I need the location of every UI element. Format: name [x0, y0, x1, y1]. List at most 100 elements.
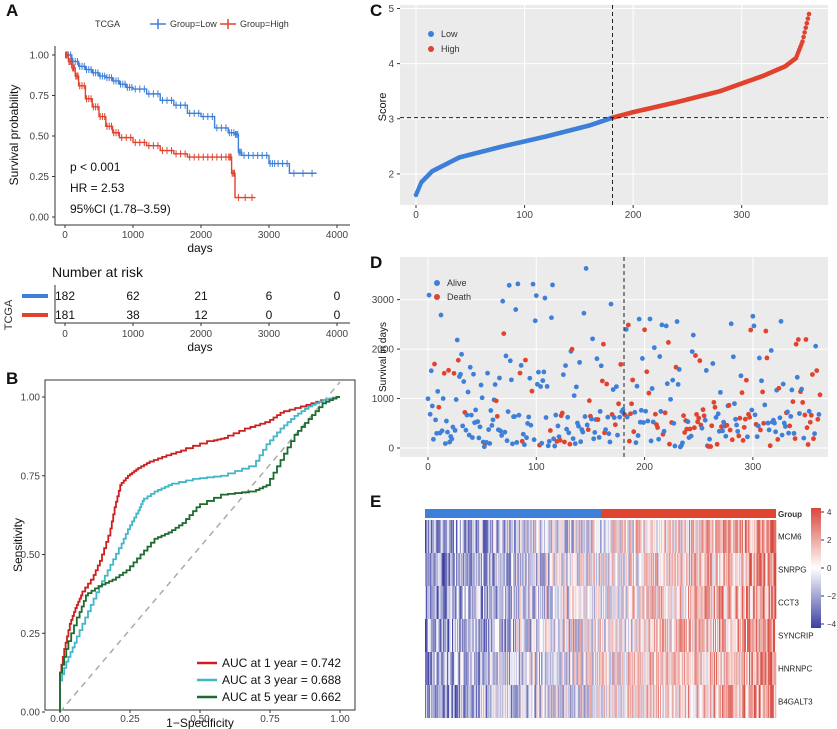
survival-point-alive [755, 423, 761, 429]
heatmap-cell [594, 520, 596, 553]
survival-point-alive [789, 387, 795, 393]
heatmap-cell [694, 652, 697, 685]
score-y-tick-label: 3 [388, 114, 394, 125]
heatmap-cell [478, 619, 480, 652]
heatmap-cell [536, 619, 538, 652]
survival-point-alive [643, 408, 649, 414]
heatmap-cell [550, 619, 552, 652]
heatmap-cell [529, 553, 531, 586]
heatmap-cell [484, 619, 487, 652]
heatmap-cell [629, 553, 631, 586]
roc-curve-1 [59, 396, 340, 712]
heatmap-cell [492, 685, 494, 718]
survival-point-alive [564, 426, 570, 432]
heatmap-cell [584, 520, 586, 553]
survival-point-alive [715, 411, 721, 417]
heatmap-cell [669, 685, 671, 718]
heatmap-cell [677, 685, 679, 718]
heatmap-cell [427, 619, 430, 652]
survival-point-death [695, 419, 701, 425]
heatmap-cell [687, 652, 689, 685]
heatmap-cell [685, 553, 687, 586]
heatmap-cell [475, 553, 477, 586]
survival-point-death [585, 427, 591, 433]
heatmap-cell [646, 619, 648, 652]
survival-y-tick-label: 2000 [372, 345, 395, 356]
heatmap-cell [442, 652, 444, 685]
heatmap-cell [508, 553, 510, 586]
heatmap-cell [660, 586, 663, 619]
heatmap-cell [673, 553, 675, 586]
heatmap-cell [734, 685, 736, 718]
heatmap-cell [748, 685, 751, 718]
survival-point-alive [461, 379, 467, 384]
heatmap-cell [562, 652, 564, 685]
heatmap-cell [511, 586, 513, 619]
heatmap-cell [540, 553, 542, 586]
heatmap-cell [695, 685, 698, 718]
survival-point-death [567, 441, 573, 447]
survival-point-alive [475, 419, 481, 424]
heatmap-cell [669, 520, 671, 553]
heatmap-cell [768, 520, 770, 553]
heatmap-cell [457, 553, 460, 586]
heatmap-cell [456, 619, 459, 652]
heatmap-cell [601, 685, 604, 718]
heatmap-cell [430, 586, 433, 619]
heatmap-cell [606, 619, 609, 652]
risk-x-tick-label: 2000 [190, 329, 213, 340]
survival-point-alive [656, 436, 662, 442]
heatmap-cell [441, 520, 443, 553]
roc-legend-5: AUC at 5 year = 0.662 [222, 690, 341, 704]
heatmap-cell [517, 652, 520, 685]
heatmap-cell [696, 685, 698, 718]
heatmap-cell [728, 685, 730, 718]
heatmap-cell [663, 553, 666, 586]
heatmap-cell [548, 520, 551, 553]
heatmap-cell [466, 619, 468, 652]
survival-point-alive [565, 414, 571, 420]
heatmap-cell [564, 619, 566, 652]
heatmap-cell [503, 520, 505, 553]
heatmap-cell [633, 652, 636, 685]
heatmap-cell [707, 619, 709, 652]
heatmap-cell [530, 619, 532, 652]
survival-point-alive [779, 432, 785, 438]
heatmap-cell [711, 553, 713, 586]
heatmap-cell [610, 619, 612, 652]
heatmap-cell [466, 553, 468, 586]
heatmap-cell [462, 685, 464, 718]
heatmap-cell [659, 553, 662, 586]
heatmap-cell [592, 619, 594, 652]
heatmap-cell [500, 652, 502, 685]
survival-point-alive [768, 348, 774, 353]
heatmap-cell [455, 586, 458, 619]
survival-point-alive [636, 316, 642, 322]
heatmap-cell [632, 685, 635, 718]
heatmap-cell [634, 520, 637, 553]
heatmap-cell [604, 619, 607, 652]
heatmap-cell [573, 619, 576, 652]
heatmap-cell [625, 685, 627, 718]
heatmap-cell [733, 685, 735, 718]
heatmap-cell [483, 553, 485, 586]
heatmap-cell [646, 553, 648, 586]
heatmap-cell [657, 553, 659, 586]
heatmap-cell [669, 619, 671, 652]
heatmap-cell [566, 685, 568, 718]
heatmap-cell [452, 619, 454, 652]
heatmap-cell [483, 685, 486, 718]
heatmap-cell [630, 619, 633, 652]
heatmap-cell [587, 586, 589, 619]
heatmap-cell [757, 520, 759, 553]
heatmap-cell [558, 586, 560, 619]
heatmap-cell [453, 619, 455, 652]
heatmap-cell [464, 652, 466, 685]
survival-point-alive [589, 416, 594, 422]
heatmap-cell [650, 652, 652, 685]
survival-point-alive [688, 433, 694, 439]
heatmap-cell [571, 520, 573, 553]
heatmap-cell [623, 619, 625, 652]
survival-point-alive [540, 378, 546, 384]
